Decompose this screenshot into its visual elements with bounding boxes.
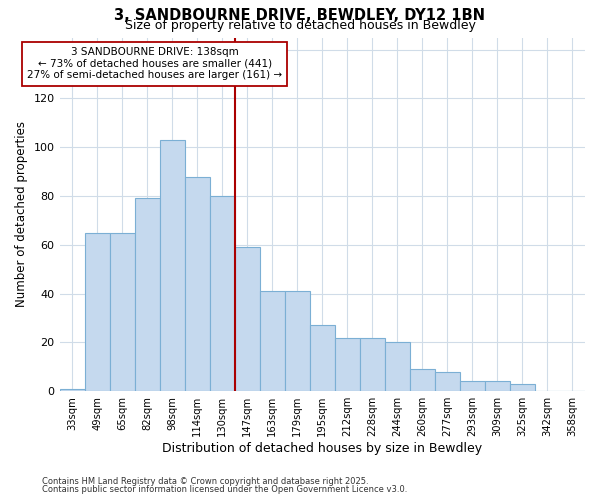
Bar [385,342,410,391]
Bar [110,232,134,391]
Bar [410,370,435,391]
Bar [235,248,260,391]
Bar [185,176,209,391]
Bar [260,291,285,391]
Bar [85,232,110,391]
Bar [460,382,485,391]
Bar [209,196,235,391]
Text: Contains public sector information licensed under the Open Government Licence v3: Contains public sector information licen… [42,485,407,494]
Bar [310,326,335,391]
Bar [360,338,385,391]
Bar [510,384,535,391]
Bar [335,338,360,391]
Y-axis label: Number of detached properties: Number of detached properties [15,122,28,308]
Text: Contains HM Land Registry data © Crown copyright and database right 2025.: Contains HM Land Registry data © Crown c… [42,477,368,486]
X-axis label: Distribution of detached houses by size in Bewdley: Distribution of detached houses by size … [162,442,482,455]
Text: Size of property relative to detached houses in Bewdley: Size of property relative to detached ho… [125,19,475,32]
Text: 3 SANDBOURNE DRIVE: 138sqm
← 73% of detached houses are smaller (441)
27% of sem: 3 SANDBOURNE DRIVE: 138sqm ← 73% of deta… [27,48,282,80]
Bar [435,372,460,391]
Bar [59,389,85,391]
Bar [160,140,185,391]
Bar [285,291,310,391]
Bar [134,198,160,391]
Text: 3, SANDBOURNE DRIVE, BEWDLEY, DY12 1BN: 3, SANDBOURNE DRIVE, BEWDLEY, DY12 1BN [115,8,485,23]
Bar [485,382,510,391]
